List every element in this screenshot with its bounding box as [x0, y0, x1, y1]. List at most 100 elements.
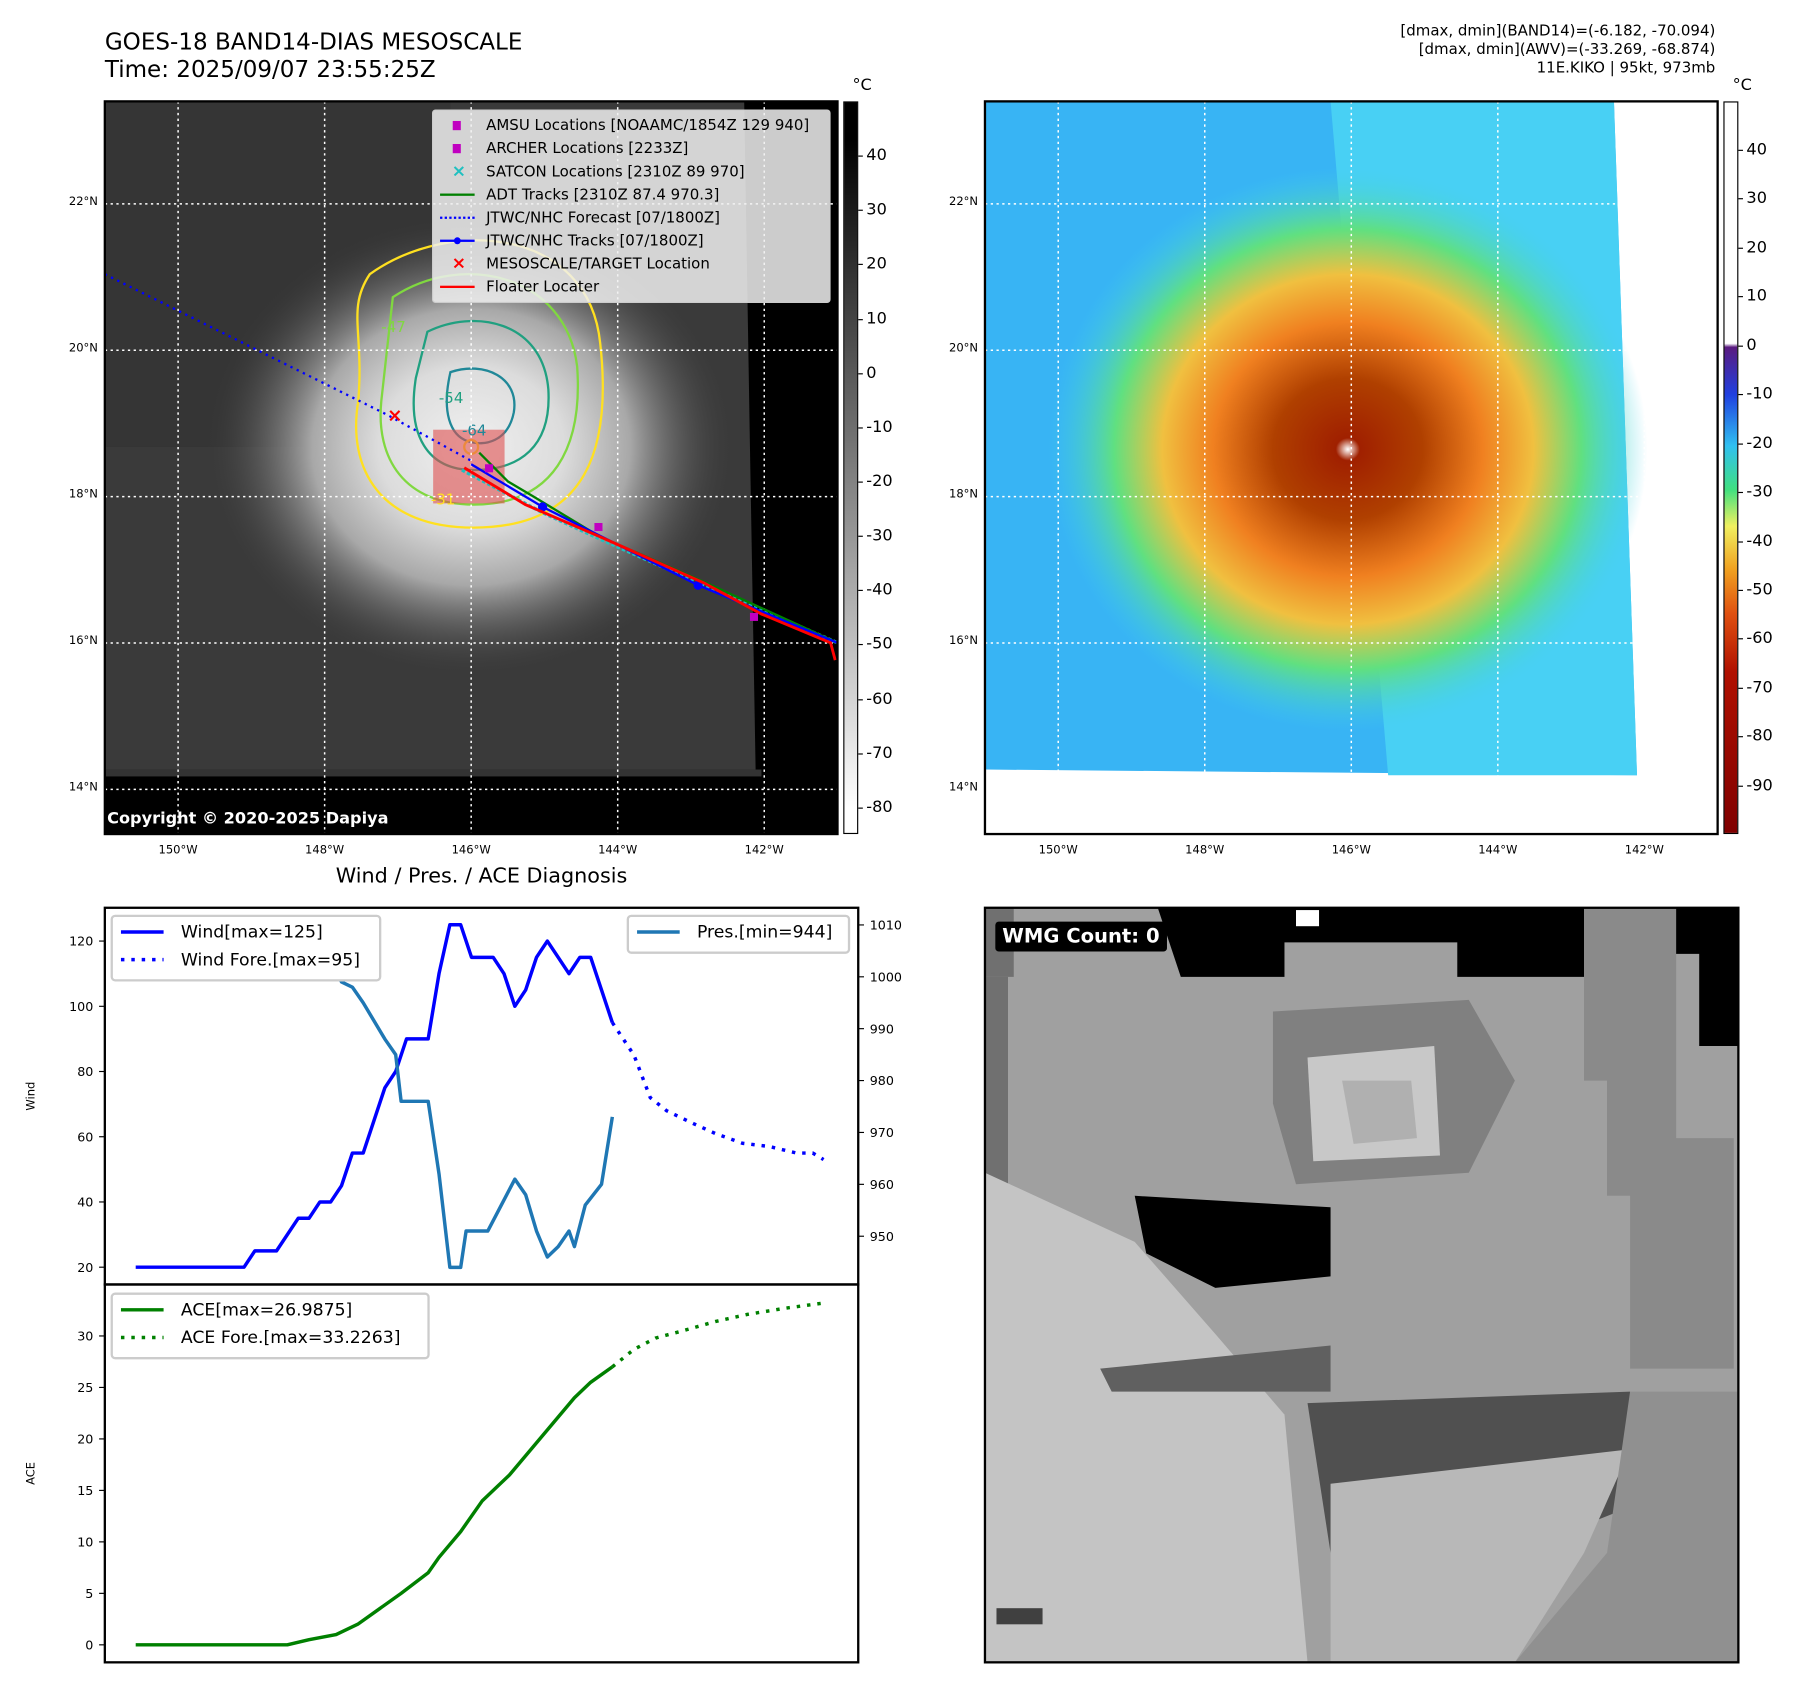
- lat-tick-label: 14°N: [948, 781, 979, 794]
- chart-legend: Pres.[min=944]: [626, 914, 851, 954]
- title-line-1: GOES-18 BAND14-DIAS MESOSCALE: [104, 27, 523, 56]
- legend-label: ARCHER Locations [2233Z]: [486, 139, 689, 158]
- colorbar-tick-label: -40: [1746, 531, 1773, 551]
- plot-frame: [103, 1283, 860, 1664]
- legend-label: ACE Fore.[max=33.2263]: [181, 1328, 401, 1348]
- y-tick-label: 15: [77, 1483, 93, 1498]
- y2-tick-label: 990: [870, 1021, 894, 1036]
- colorbar-tick-label: -70: [866, 743, 893, 763]
- x-marker-icon: ×: [451, 252, 467, 274]
- awv-colorbar: [1723, 101, 1739, 835]
- chart-legend: Wind[max=125] Wind Fore.[max=95]: [110, 914, 382, 982]
- lat-tick-label: 22°N: [68, 195, 98, 209]
- square-marker-icon: [440, 142, 475, 156]
- x-marker-icon: ×: [451, 160, 467, 181]
- legend-item: Floater Locater: [440, 275, 822, 298]
- line-dot-marker-icon: [440, 234, 475, 248]
- colorbar-tick: [858, 155, 863, 157]
- colorbar-tick-label: -10: [866, 417, 893, 437]
- colorbar-tick-label: 10: [1746, 287, 1767, 306]
- colorbar-tick: [1738, 638, 1743, 640]
- legend-label: Wind[max=125]: [181, 923, 323, 943]
- colorbar-tick-label: -80: [1746, 727, 1773, 746]
- colorbar-tick-label: -30: [1746, 482, 1773, 502]
- lon-tick-label: 150°W: [158, 844, 198, 858]
- colorbar-tick: [858, 590, 863, 592]
- line-marker-icon: [440, 188, 475, 202]
- colorbar-tick-label: 20: [866, 255, 887, 274]
- lat-tick-label: 18°N: [948, 488, 979, 502]
- wmg-count: WMG Count: 0: [995, 921, 1167, 952]
- colorbar-tick: [1738, 247, 1743, 249]
- colorbar-tick: [858, 209, 863, 212]
- colorbar-tick-label: 30: [1746, 189, 1767, 208]
- lon-tick-label: 148°W: [305, 844, 345, 858]
- square-marker-icon: [440, 119, 475, 133]
- y2-tick-label: 950: [870, 1229, 894, 1244]
- y-axis-label: Wind: [24, 1082, 38, 1111]
- colorbar-tick-label: 10: [866, 309, 887, 328]
- colorbar-tick: [1738, 736, 1743, 738]
- chart-legend: ACE[max=26.9875] ACE Fore.[max=33.2263]: [110, 1292, 430, 1360]
- storm-info: [dmax, dmin](BAND14)=(-6.182, -70.094) […: [1400, 23, 1715, 78]
- y-tick-label: 25: [77, 1380, 93, 1395]
- legend-label: SATCON Locations [2310Z 89 970]: [486, 163, 745, 181]
- lat-tick-label: 18°N: [68, 488, 98, 502]
- legend-label: Pres.[min=944]: [697, 923, 832, 943]
- colorbar-tick: [858, 372, 863, 375]
- colorbar-tick-label: -50: [1746, 580, 1773, 600]
- colorbar-tick: [858, 481, 863, 483]
- y-tick-label: 40: [77, 1195, 93, 1210]
- colorbar-tick: [1738, 589, 1743, 591]
- lat-tick-label: 20°N: [68, 342, 98, 355]
- colorbar-tick-label: -10: [1746, 384, 1773, 404]
- legend-item: × MESOSCALE/TARGET Location: [440, 252, 822, 275]
- band14-range: [dmax, dmin](BAND14)=(-6.182, -70.094): [1400, 23, 1716, 41]
- colorbar-tick-label: -40: [866, 580, 893, 600]
- colorbar-tick: [1738, 443, 1743, 445]
- series-line-1: [611, 1301, 824, 1369]
- legend-label: JTWC/NHC Forecast [07/1800Z]: [486, 209, 720, 227]
- colorbar-tick-label: -20: [1746, 433, 1773, 453]
- legend-item: × SATCON Locations [2310Z 89 970]: [440, 160, 822, 183]
- colorbar-tick: [1738, 394, 1743, 396]
- colorbar-tick-label: 40: [1746, 140, 1767, 159]
- colorbar-tick-label: -60: [866, 689, 893, 708]
- colorbar-tick-label: -30: [866, 526, 893, 546]
- legend-label: MESOSCALE/TARGET Location: [486, 255, 710, 273]
- colorbar-tick-label: 30: [866, 200, 887, 220]
- contour-label: -31: [431, 491, 455, 509]
- y2-tick-label: 960: [870, 1177, 894, 1192]
- legend-item: JTWC/NHC Forecast [07/1800Z]: [440, 206, 822, 229]
- band14-map-frame: [103, 100, 839, 836]
- colorbar-tick-label: -60: [1746, 629, 1773, 648]
- legend-label: Wind Fore.[max=95]: [181, 950, 360, 970]
- colorbar-tick-label: -70: [1746, 678, 1773, 697]
- colorbar-tick-label: -50: [866, 635, 893, 654]
- y-tick-label: 20: [77, 1432, 93, 1447]
- lat-tick-label: 16°N: [68, 634, 98, 648]
- colorbar-tick: [858, 807, 863, 809]
- colorbar-tick-label: 0: [866, 363, 877, 383]
- colorbar-unit: °C: [852, 76, 872, 95]
- legend-item: ARCHER Locations [2233Z]: [440, 137, 822, 160]
- target-marker: ×: [387, 406, 402, 427]
- lat-tick-label: 14°N: [68, 781, 98, 794]
- colorbar-tick: [858, 264, 863, 266]
- series-line-0: [135, 1365, 614, 1647]
- lat-tick-label: 22°N: [948, 195, 979, 209]
- map-gridlines: [984, 101, 1718, 835]
- colorbar-tick-label: -20: [866, 472, 893, 491]
- colorbar-tick: [858, 318, 863, 320]
- storm-summary: 11E.KIKO | 95kt, 973mb: [1536, 59, 1716, 78]
- figure-title: GOES-18 BAND14-DIAS MESOSCALE Time: 2025…: [105, 28, 523, 83]
- dotted-marker-icon: [440, 211, 475, 225]
- colorbar-tick-label: 20: [1746, 238, 1767, 257]
- y2-tick-label: 1000: [870, 969, 902, 984]
- colorbar-tick-label: -80: [866, 798, 893, 817]
- legend-item: ADT Tracks [2310Z 87.4 970.3]: [440, 183, 822, 206]
- series-line-1: [610, 1021, 825, 1162]
- y-tick-label: 100: [69, 999, 93, 1014]
- colorbar-tick-label: 0: [1746, 336, 1757, 355]
